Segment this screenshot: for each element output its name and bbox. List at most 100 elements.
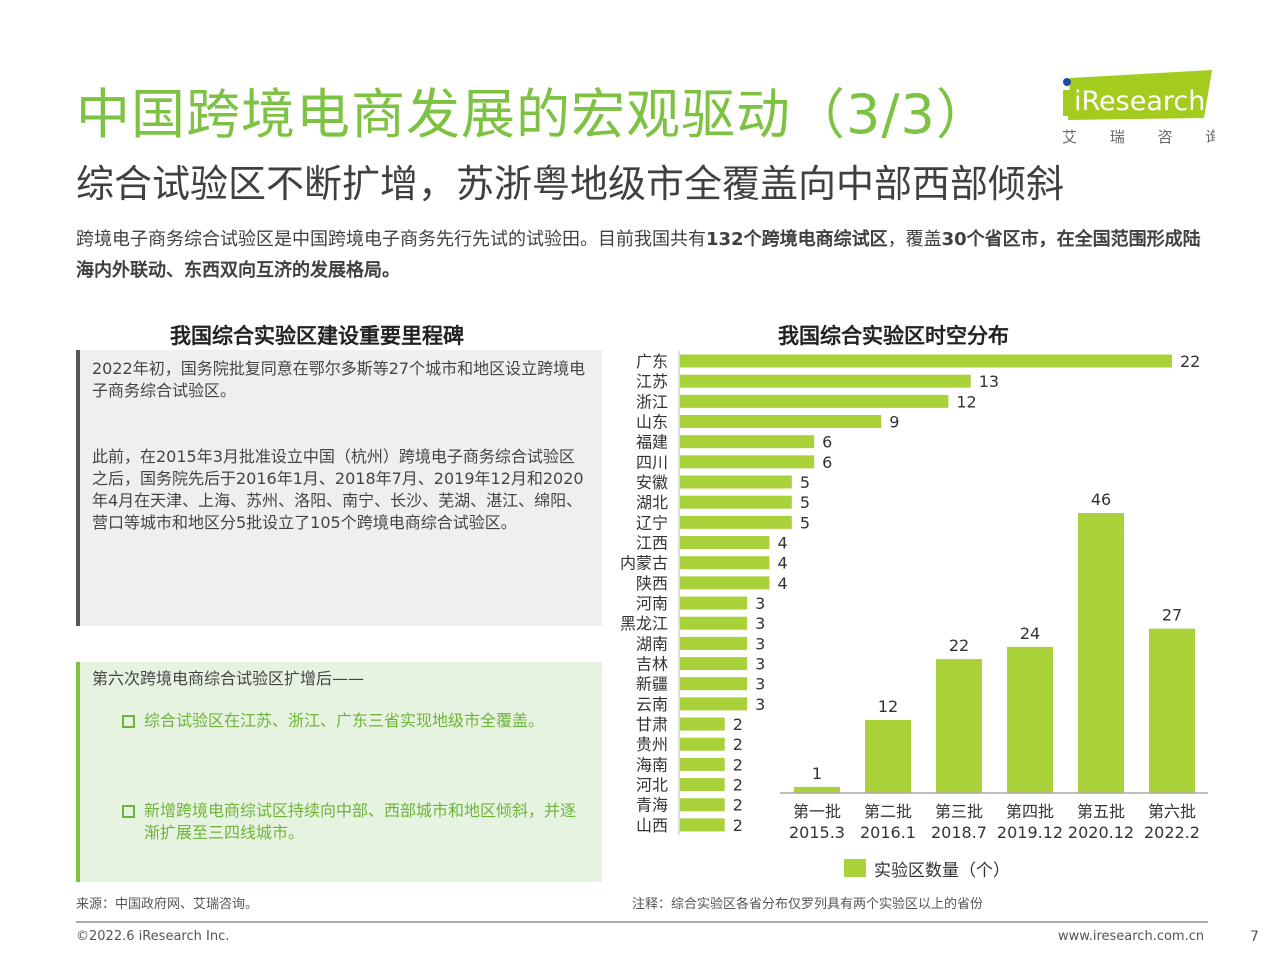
data-label: 2 (733, 735, 743, 754)
copyright: ©2022.6 iResearch Inc. (76, 929, 230, 944)
bar (1078, 513, 1124, 793)
data-label: 3 (755, 675, 765, 694)
bar (680, 677, 748, 691)
category-label: 山西 (636, 816, 668, 835)
data-label: 22 (1180, 352, 1200, 371)
logo-brand: iResearch (1074, 86, 1205, 117)
category-label: 江西 (636, 534, 668, 553)
data-label: 3 (755, 695, 765, 714)
data-label: 2 (733, 755, 743, 774)
category-label: 湖南 (636, 634, 668, 653)
data-label: 2 (733, 776, 743, 795)
category-label: 第一批 (793, 802, 841, 821)
logo-i-stem (1063, 90, 1070, 116)
data-label: 4 (777, 574, 787, 593)
data-label: 3 (755, 634, 765, 653)
category-sublabel: 2019.12 (997, 823, 1063, 842)
logo-banner (1068, 70, 1212, 120)
page-subtitle: 综合试验区不断扩增，苏浙粤地级市全覆盖向中部西部倾斜 (76, 162, 1065, 206)
category-label: 江苏 (636, 372, 668, 391)
data-label: 4 (777, 534, 787, 553)
bullet-text: 综合试验区在江苏、浙江、广东三省实现地级市全覆盖。 (144, 711, 545, 730)
page-number: 7 (1250, 929, 1259, 945)
bar (936, 659, 982, 793)
batch-bar-chart: 1 第一批 2015.3 12 第二批 2016.1 22 第三批 2018.7 24 第四批 201… (780, 490, 1208, 881)
data-label: 2 (733, 715, 743, 734)
category-label: 四川 (636, 453, 668, 472)
intro-text: 跨境电子商务综合试验区是中国跨境电子商务先行先试的试验田。目前我国共有132个跨… (76, 224, 1206, 286)
bar (680, 596, 748, 610)
category-sublabel: 2022.2 (1144, 823, 1200, 842)
square-bullet-icon (122, 715, 135, 728)
category-label: 福建 (636, 433, 668, 452)
category-label: 安徽 (636, 473, 668, 492)
category-label: 河北 (636, 776, 668, 795)
category-label: 第五批 (1077, 802, 1125, 821)
category-label: 辽宁 (636, 513, 668, 532)
intro-part: ，覆盖 (887, 229, 942, 250)
category-label: 海南 (636, 755, 668, 774)
bar (680, 818, 725, 832)
data-label: 5 (800, 473, 810, 492)
bar (680, 435, 815, 449)
category-label: 第四批 (1006, 802, 1054, 821)
category-label: 第三批 (935, 802, 983, 821)
legend-label: 实验区数量（个） (874, 861, 1010, 881)
data-label: 5 (800, 493, 810, 512)
page-title: 中国跨境电商发展的宏观驱动（3/3） (76, 83, 991, 146)
data-label: 2 (733, 796, 743, 815)
category-sublabel: 2016.1 (860, 823, 916, 842)
bar (1149, 628, 1195, 793)
category-sublabel: 2015.3 (789, 823, 845, 842)
category-sublabel: 2020.12 (1068, 823, 1134, 842)
category-label: 贵州 (636, 735, 668, 754)
bar (865, 719, 911, 793)
data-label: 9 (889, 413, 899, 432)
category-label: 第二批 (864, 802, 912, 821)
category-label: 第六批 (1148, 802, 1196, 821)
data-label: 3 (755, 594, 765, 613)
expansion-heading: 第六次跨境电商综合试验区扩增后—— (92, 669, 365, 688)
square-bullet-icon (122, 805, 135, 818)
intro-highlight: 132个跨境电商综试区 (706, 229, 888, 250)
category-label: 甘肃 (636, 715, 668, 734)
data-label: 12 (878, 697, 898, 716)
distribution-heading: 我国综合实验区时空分布 (778, 324, 1009, 348)
bar (680, 455, 815, 469)
legend-swatch (844, 859, 866, 877)
note-text: 注释：综合实验区各省分布仅罗列具有两个实验区以上的省份 (632, 897, 984, 912)
data-label: 6 (822, 453, 832, 472)
bar (680, 515, 792, 529)
category-label: 浙江 (636, 392, 668, 411)
bar (680, 556, 770, 570)
milestone-heading: 我国综合实验区建设重要里程碑 (170, 324, 464, 348)
bar (680, 697, 748, 711)
category-label: 山东 (636, 413, 668, 432)
bar (680, 798, 725, 812)
bullet-item: 综合试验区在江苏、浙江、广东三省实现地级市全覆盖。 (122, 710, 590, 732)
bar (680, 536, 770, 550)
category-label: 新疆 (636, 675, 668, 694)
bar (680, 576, 770, 590)
data-label: 4 (777, 554, 787, 573)
category-label: 陕西 (636, 574, 668, 593)
logo-dot (1063, 78, 1071, 86)
category-label: 黑龙江 (620, 614, 668, 633)
bar (680, 636, 748, 650)
bar (680, 394, 949, 408)
intro-part: 跨境电子商务综合试验区是中国跨境电子商务先行先试的试验田。目前我国共有 (76, 229, 706, 250)
bar (680, 778, 725, 792)
data-label: 5 (800, 513, 810, 532)
bullet-text: 新增跨境电商综试区持续向中部、西部城市和地区倾斜，并逐渐扩展至三四线城市。 (144, 801, 577, 842)
iresearch-logo: iResearch 艾 瑞 咨 询 (1062, 70, 1215, 146)
bar (680, 657, 748, 671)
bar (680, 757, 725, 771)
bar (680, 415, 882, 429)
data-label: 1 (812, 764, 822, 783)
data-label: 6 (822, 433, 832, 452)
bar (680, 475, 792, 489)
milestone-para-2: 此前，在2015年3月批准设立中国（杭州）跨境电子商务综合试验区之后，国务院先后… (92, 447, 584, 532)
intro-highlight: 30个省区市，在全国范围形成陆海内外联动、东西双向互济的发展格局。 (76, 229, 1201, 281)
